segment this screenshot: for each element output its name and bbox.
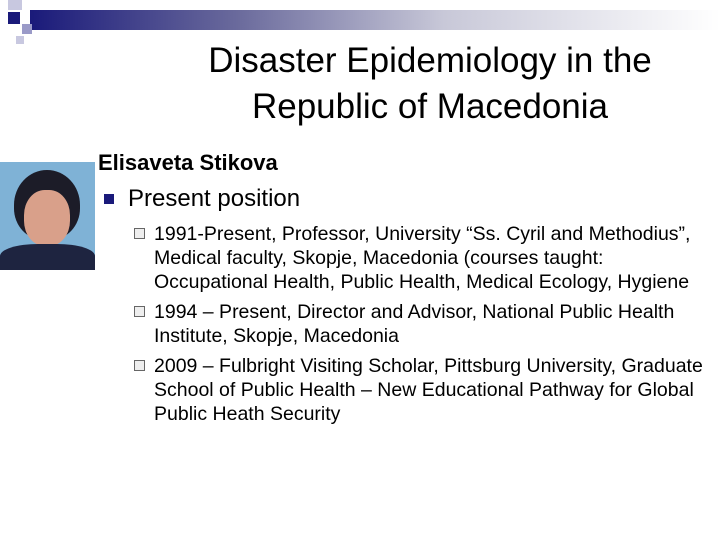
decor-square <box>8 12 20 24</box>
sub-bullet-list: 1991-Present, Professor, University “Ss.… <box>134 222 714 432</box>
sub-bullet-item: 1994 – Present, Director and Advisor, Na… <box>134 300 714 348</box>
decor-square <box>8 0 22 10</box>
bullet-text: Present position <box>128 185 301 212</box>
sub-bullet-text: 1991-Present, Professor, University “Ss.… <box>154 223 691 293</box>
bullet-item: Present position <box>100 185 300 213</box>
sub-bullet-text: 2009 – Fulbright Visiting Scholar, Pitts… <box>154 355 703 425</box>
sub-bullet-text: 1994 – Present, Director and Advisor, Na… <box>154 301 675 347</box>
square-bullet-icon <box>104 194 114 204</box>
presenter-name: Elisaveta Stikova <box>98 150 278 175</box>
portrait-photo <box>0 162 95 270</box>
decor-square <box>16 36 24 44</box>
decor-square <box>22 24 32 34</box>
header-gradient-bar <box>30 10 720 30</box>
hollow-square-bullet-icon <box>134 360 145 371</box>
sub-bullet-item: 1991-Present, Professor, University “Ss.… <box>134 222 714 294</box>
sub-bullet-item: 2009 – Fulbright Visiting Scholar, Pitts… <box>134 354 714 426</box>
hollow-square-bullet-icon <box>134 228 145 239</box>
hollow-square-bullet-icon <box>134 306 145 317</box>
slide-title: Disaster Epidemiology in the Republic of… <box>208 41 652 126</box>
